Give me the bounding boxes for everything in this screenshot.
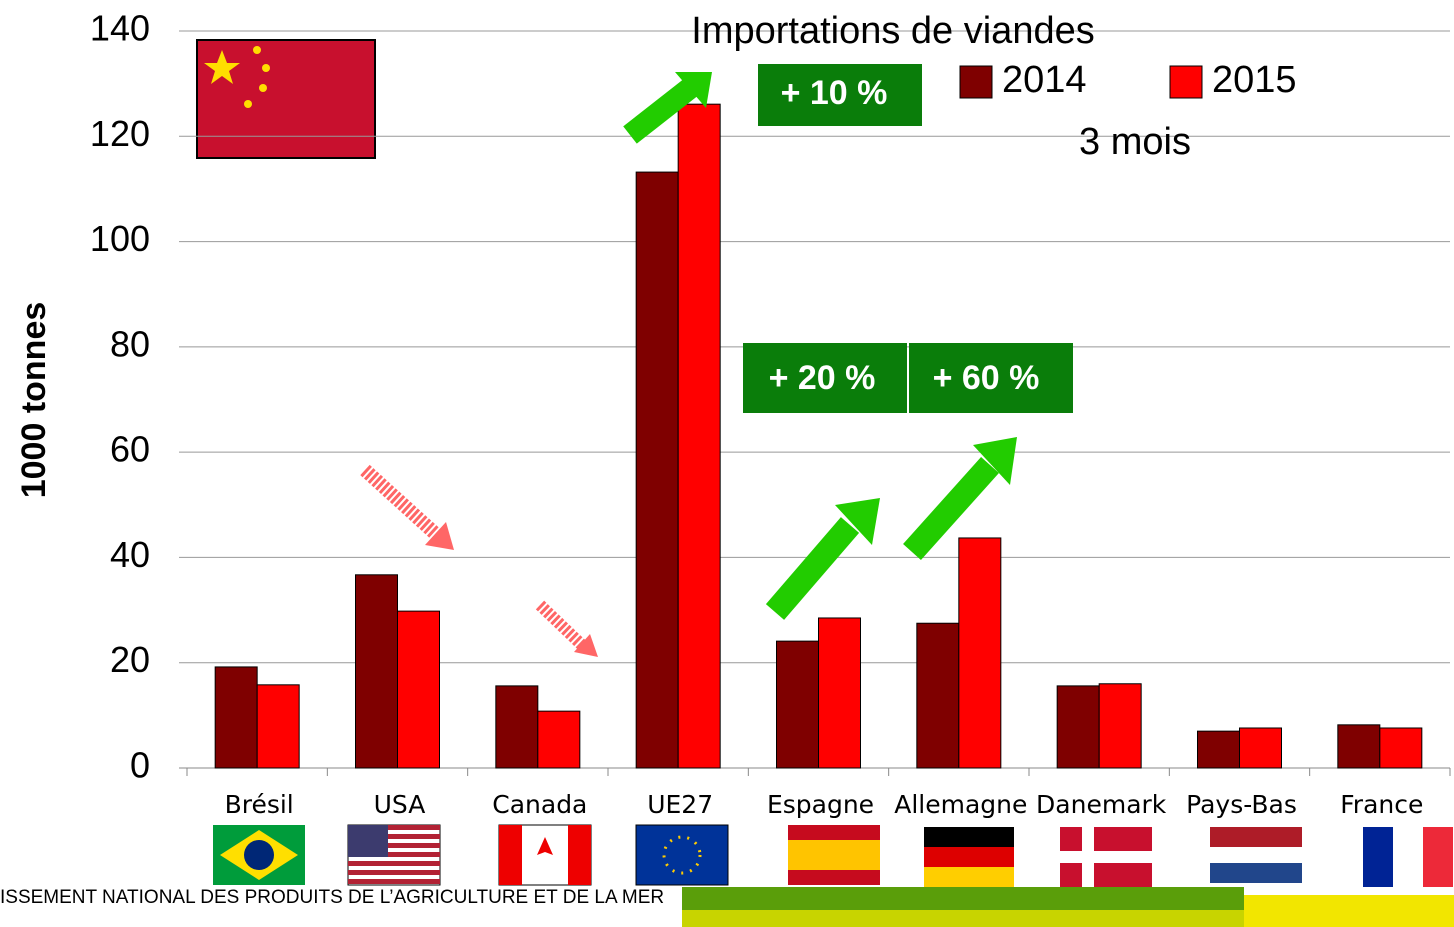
bar <box>1337 724 1381 769</box>
bar <box>1098 683 1142 769</box>
subtitle: 3 mois <box>1079 121 1191 163</box>
flags <box>213 824 1453 887</box>
y-tick-label: 100 <box>90 218 150 259</box>
legend-label: 2014 <box>1002 59 1087 101</box>
annotation-box <box>909 343 1073 413</box>
x-tick-label: Allemagne <box>894 790 1027 819</box>
bar <box>1239 727 1282 769</box>
legend-swatch <box>1169 65 1203 99</box>
x-tick-label: USA <box>374 790 426 819</box>
bar <box>1379 727 1423 769</box>
bar <box>1197 730 1240 769</box>
bar <box>256 684 300 769</box>
footer-bar <box>682 910 1244 927</box>
x-tick-label: Canada <box>492 790 587 819</box>
bar <box>776 640 819 769</box>
chart-title: Importations de viandes <box>691 10 1094 52</box>
annotation: + 60 % <box>933 359 1040 397</box>
arrows <box>360 72 1017 657</box>
legend-label: 2015 <box>1212 59 1297 101</box>
annotation-box <box>758 64 922 126</box>
bar <box>214 666 258 769</box>
bar <box>818 617 861 769</box>
y-tick-label: 0 <box>130 745 150 786</box>
y-tick-label: 80 <box>110 323 150 364</box>
bar <box>635 171 679 769</box>
x-tick-label: Pays-Bas <box>1186 790 1297 819</box>
x-tick-label: Brésil <box>225 790 294 819</box>
bar <box>958 537 1002 769</box>
x-tick-label: France <box>1340 790 1423 819</box>
legend-swatch <box>959 65 993 99</box>
bar <box>537 710 581 769</box>
bar <box>677 103 721 769</box>
bar <box>397 610 440 769</box>
annotation: + 10 % <box>781 74 888 112</box>
y-tick-label: 40 <box>110 534 150 575</box>
y-tick-label: 20 <box>110 639 150 680</box>
y-tick-label: 140 <box>90 8 150 49</box>
x-tick-label: Danemark <box>1036 790 1167 819</box>
y-tick-label: 60 <box>110 429 150 470</box>
bar <box>1056 685 1100 769</box>
footer-bar <box>1244 895 1454 927</box>
china-flag <box>196 39 376 159</box>
annotation-box <box>743 343 907 413</box>
bar <box>916 622 960 769</box>
bar <box>355 574 398 769</box>
x-tick-label: Espagne <box>767 790 874 819</box>
y-tick-label: 120 <box>90 113 150 154</box>
annotation: + 20 % <box>769 359 876 397</box>
bar <box>495 685 539 769</box>
y-axis-label: 1000 tonnes <box>15 302 53 499</box>
footer: ISSEMENT NATIONAL DES PRODUITS DE L’AGRI… <box>0 887 664 908</box>
x-tick-label: UE27 <box>647 790 713 819</box>
